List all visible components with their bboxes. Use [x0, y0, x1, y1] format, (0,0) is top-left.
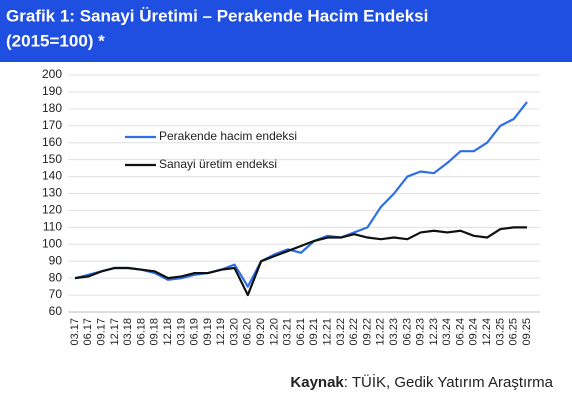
x-tick-label: 06.24	[454, 318, 466, 346]
y-tick-label: 190	[42, 84, 62, 98]
y-tick-label: 170	[42, 118, 62, 132]
chart-title: Grafik 1: Sanayi Üretimi – Perakende Hac…	[6, 6, 428, 25]
x-tick-label: 06.20	[242, 318, 254, 346]
x-tick-label: 03.20	[228, 318, 240, 346]
x-tick-label: 12.20	[268, 318, 280, 346]
series-line	[74, 226, 527, 297]
x-tick-label: 03.24	[441, 318, 453, 346]
source-text: : TÜİK, Gedik Yatırım Araştırma	[344, 373, 554, 391]
header-bar	[0, 0, 572, 62]
y-tick-label: 140	[42, 169, 62, 183]
x-tick-label: 06.23	[401, 318, 413, 346]
x-tick-label: 06.21	[295, 318, 307, 346]
x-tick-label: 06.17	[82, 318, 94, 346]
x-tick-label: 09.18	[149, 318, 161, 346]
x-tick-label: 06.19	[189, 318, 201, 346]
x-tick-label: 09.20	[255, 318, 267, 346]
y-tick-label: 90	[49, 253, 63, 267]
x-tick-label: 03.22	[335, 318, 347, 346]
x-tick-label: 06.22	[348, 318, 360, 346]
x-tick-label: 12.19	[215, 318, 227, 346]
y-tick-label: 130	[42, 186, 62, 200]
y-tick-label: 180	[42, 101, 62, 115]
legend-label: Sanayi üretim endeksi	[159, 157, 277, 171]
x-tick-label: 09.22	[361, 318, 373, 346]
x-tick-label: 06.25	[508, 318, 520, 346]
y-tick-label: 80	[49, 270, 63, 284]
chart-title: (2015=100) *	[6, 31, 105, 50]
series-line	[74, 101, 528, 288]
x-tick-label: 09.24	[468, 318, 480, 346]
y-tick-label: 120	[42, 203, 62, 217]
x-tick-label: 03.23	[388, 318, 400, 346]
legend-label: Perakende hacim endeksi	[159, 129, 297, 143]
x-tick-label: 09.21	[308, 318, 320, 346]
x-tick-label: 12.21	[321, 318, 333, 346]
y-tick-label: 60	[49, 304, 63, 318]
x-tick-label: 03.19	[175, 318, 187, 346]
x-tick-label: 03.25	[494, 318, 506, 346]
y-tick-label: 200	[42, 67, 62, 81]
source: Kaynak: TÜİK, Gedik Yatırım Araştırma	[290, 373, 553, 391]
x-tick-label: 12.22	[375, 318, 387, 346]
x-tick-label: 09.19	[202, 318, 214, 346]
y-tick-label: 100	[42, 236, 62, 250]
x-tick-label: 12.17	[109, 318, 121, 346]
x-tick-label: 06.18	[135, 318, 147, 346]
y-tick-label: 160	[42, 135, 62, 149]
x-tick-label: 12.24	[481, 318, 493, 346]
x-tick-label: 03.21	[282, 318, 294, 346]
y-tick-label: 70	[49, 287, 63, 301]
x-tick-label: 12.18	[162, 318, 174, 346]
x-tick-label: 03.17	[69, 318, 81, 346]
x-tick-label: 09.25	[521, 318, 533, 346]
x-tick-label: 09.17	[95, 318, 107, 346]
x-tick-label: 09.23	[415, 318, 427, 346]
x-tick-label: 03.18	[122, 318, 134, 346]
x-tick-label: 12.23	[428, 318, 440, 346]
y-tick-label: 110	[43, 220, 62, 234]
y-tick-label: 150	[42, 152, 62, 166]
source-label: Kaynak	[290, 374, 344, 391]
